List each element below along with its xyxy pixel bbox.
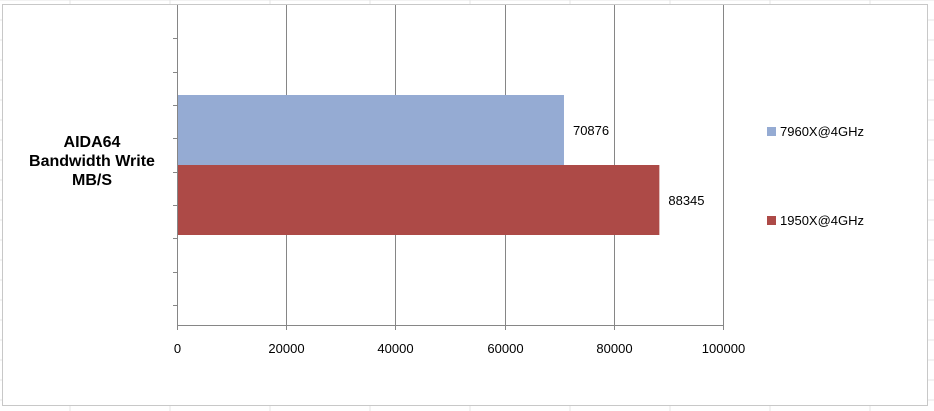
legend-label: 1950X@4GHz (780, 213, 865, 228)
legend-swatch (767, 127, 776, 136)
legend-label: 7960X@4GHz (780, 124, 865, 139)
x-tick-label: 0 (174, 341, 181, 356)
bar-7960X@4GHz (178, 95, 564, 165)
data-label: 88345 (668, 193, 704, 208)
data-label: 70876 (573, 123, 609, 138)
x-tick-label: 100000 (702, 341, 745, 356)
x-tick-label: 40000 (377, 341, 413, 356)
legend-swatch (767, 216, 776, 225)
legend-item-0: 7960X@4GHz (767, 124, 864, 139)
chart-plot: 0 20000 40000 60000 80000 100000 70876 88345 (173, 5, 745, 356)
x-tick-label: 20000 (268, 341, 304, 356)
legend-item-1: 1950X@4GHz (767, 213, 864, 228)
x-tick-label: 60000 (487, 341, 523, 356)
category-label: AIDA64 Bandwidth Write MB/S (29, 134, 155, 189)
chart-area[interactable]: 0 20000 40000 60000 80000 100000 70876 88345 AI… (2, 4, 928, 406)
x-tick-label: 80000 (596, 341, 632, 356)
bar-1950X@4GHz (178, 165, 660, 235)
